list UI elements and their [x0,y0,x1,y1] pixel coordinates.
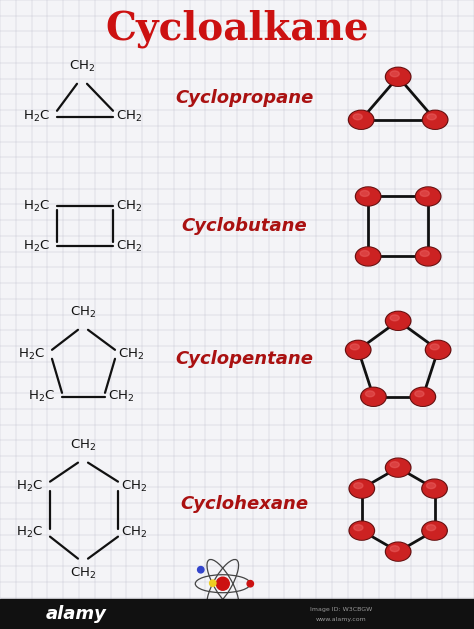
Text: Cyclopropane: Cyclopropane [175,89,313,108]
Text: CH$_2$: CH$_2$ [118,347,144,362]
Ellipse shape [346,342,370,359]
Ellipse shape [387,459,410,476]
Ellipse shape [427,114,436,120]
Ellipse shape [361,387,386,406]
Ellipse shape [415,391,424,397]
Ellipse shape [390,71,399,77]
Text: CH$_2$: CH$_2$ [116,199,142,214]
Ellipse shape [354,482,363,489]
Ellipse shape [427,525,436,531]
Text: CH$_2$: CH$_2$ [70,566,96,581]
Text: CH$_2$: CH$_2$ [121,479,147,494]
Ellipse shape [353,114,362,120]
Circle shape [247,581,254,587]
Text: H$_2$C: H$_2$C [23,199,50,214]
Ellipse shape [348,110,374,130]
Text: Image ID: W3CBGW: Image ID: W3CBGW [310,607,373,612]
Ellipse shape [356,247,381,266]
Ellipse shape [385,458,411,477]
Text: Cycloalkane: Cycloalkane [105,9,369,48]
Ellipse shape [423,522,446,539]
Ellipse shape [360,250,369,257]
Ellipse shape [356,248,380,265]
Ellipse shape [387,69,410,86]
Text: H$_2$C: H$_2$C [16,525,43,540]
Ellipse shape [415,187,441,206]
Ellipse shape [423,480,446,497]
Ellipse shape [387,313,410,330]
Ellipse shape [415,247,441,266]
Ellipse shape [425,340,451,359]
Circle shape [198,567,204,573]
Bar [0,599,474,629]
Ellipse shape [390,315,399,321]
Text: CH$_2$: CH$_2$ [108,389,134,404]
Text: H$_2$C: H$_2$C [18,347,45,362]
Ellipse shape [410,387,436,406]
Text: H$_2$C: H$_2$C [23,109,50,125]
Text: CH$_2$: CH$_2$ [116,239,142,254]
Text: Cyclohexane: Cyclohexane [180,494,308,513]
Ellipse shape [350,522,374,539]
Ellipse shape [365,391,374,397]
Ellipse shape [385,311,411,330]
Ellipse shape [349,521,374,540]
Ellipse shape [422,521,447,540]
Ellipse shape [420,250,429,257]
Ellipse shape [390,546,399,552]
Ellipse shape [346,340,371,359]
Ellipse shape [350,480,374,497]
Ellipse shape [430,344,439,350]
Ellipse shape [424,111,447,128]
Ellipse shape [350,344,359,350]
Ellipse shape [411,388,434,405]
Text: H$_2$C: H$_2$C [28,389,55,404]
Ellipse shape [354,525,363,531]
Text: H$_2$C: H$_2$C [16,479,43,494]
Circle shape [216,577,229,590]
Ellipse shape [422,479,447,498]
Ellipse shape [356,188,380,205]
Ellipse shape [417,248,440,265]
Ellipse shape [349,479,374,498]
Text: Cyclopentane: Cyclopentane [175,350,313,368]
Text: alamy: alamy [46,605,106,623]
Text: CH$_2$: CH$_2$ [69,59,95,74]
Ellipse shape [417,188,440,205]
Circle shape [228,604,234,611]
Text: CH$_2$: CH$_2$ [70,438,96,453]
Text: H$_2$C: H$_2$C [23,239,50,254]
Text: Cyclobutane: Cyclobutane [181,218,307,235]
Text: CH$_2$: CH$_2$ [70,305,96,320]
Text: CH$_2$: CH$_2$ [121,525,147,540]
Circle shape [210,580,216,586]
Ellipse shape [350,111,373,128]
Ellipse shape [420,191,429,196]
Ellipse shape [390,462,399,467]
Ellipse shape [422,110,448,130]
Text: www.alamy.com: www.alamy.com [316,617,367,622]
Text: CH$_2$: CH$_2$ [116,109,142,125]
Ellipse shape [427,342,450,359]
Ellipse shape [385,542,411,561]
Ellipse shape [360,191,369,196]
Ellipse shape [427,482,436,489]
Ellipse shape [362,388,385,405]
Ellipse shape [387,543,410,560]
Ellipse shape [385,67,411,86]
Ellipse shape [356,187,381,206]
